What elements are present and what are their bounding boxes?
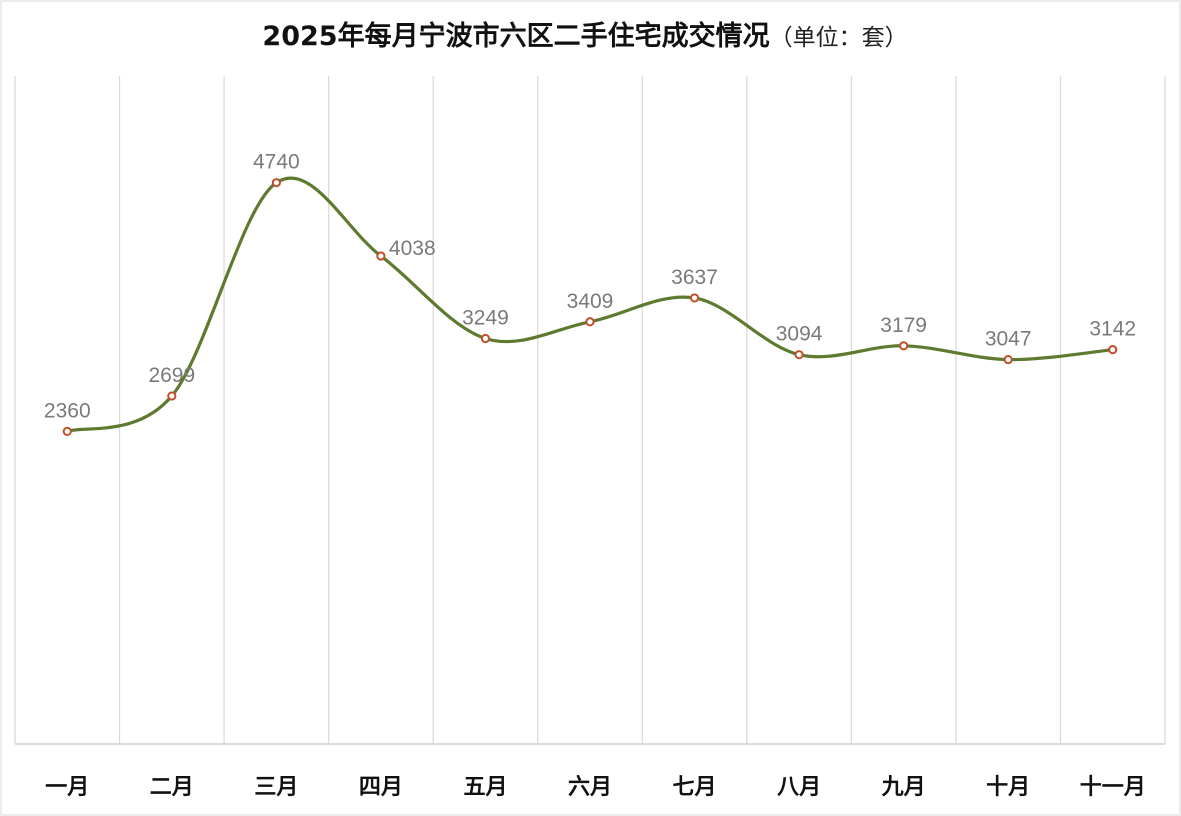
x-tick-label: 一月 [45, 775, 89, 800]
data-label: 3409 [567, 290, 614, 313]
category-labels: 一月 二月 三月 四月 五月 六月 七月 八月 九月 十月 十一月 [45, 775, 1145, 800]
x-tick-label: 十月 [986, 775, 1030, 800]
data-point-marker [689, 293, 700, 303]
data-point-marker [62, 426, 72, 436]
chart-title: 2025年每月宁波市六区二手住宅成交情况（单位：套） [262, 20, 907, 52]
x-tick-label: 五月 [463, 775, 507, 800]
x-tick-label: 十一月 [1080, 775, 1146, 800]
data-point-marker [1003, 354, 1013, 365]
x-tick-label: 八月 [777, 775, 821, 800]
markers [62, 178, 1118, 436]
data-point-marker [585, 317, 595, 327]
chart-title-unit: （单位：套） [770, 25, 908, 51]
data-point-marker [1108, 345, 1118, 355]
data-label: 3179 [880, 314, 927, 337]
data-label: 2360 [44, 399, 91, 422]
data-point-marker [376, 251, 386, 261]
x-tick-label: 六月 [568, 775, 612, 800]
x-tick-label: 九月 [881, 775, 926, 800]
x-tick-label: 七月 [673, 775, 717, 800]
data-label: 2699 [148, 364, 195, 387]
x-tick-label: 四月 [359, 775, 403, 800]
data-point-marker [271, 178, 281, 188]
gridlines [14, 76, 1166, 744]
x-tick-label: 二月 [150, 775, 194, 800]
chart-title-main: 2025年每月宁波市六区二手住宅成交情况 [262, 20, 769, 52]
data-label: 3249 [462, 306, 509, 329]
data-label: 4740 [253, 151, 300, 174]
data-point-marker [480, 333, 491, 344]
series-line [65, 176, 1115, 433]
data-point-marker [794, 350, 804, 360]
data-label: 3047 [985, 328, 1032, 351]
data-point-marker [167, 391, 177, 401]
x-tick-label: 三月 [254, 775, 298, 800]
data-label: 4038 [389, 237, 436, 260]
data-point-marker [899, 341, 909, 351]
data-label: 3637 [671, 266, 718, 289]
data-labels: 2360 2699 4740 4038 3249 3409 3637 3094 3179 3047… [44, 151, 1136, 423]
data-label: 3142 [1089, 318, 1136, 341]
data-label: 3094 [776, 323, 823, 346]
